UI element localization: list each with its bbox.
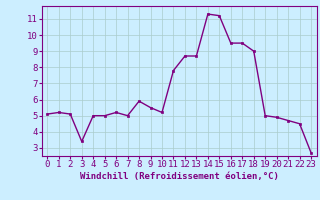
- X-axis label: Windchill (Refroidissement éolien,°C): Windchill (Refroidissement éolien,°C): [80, 172, 279, 181]
